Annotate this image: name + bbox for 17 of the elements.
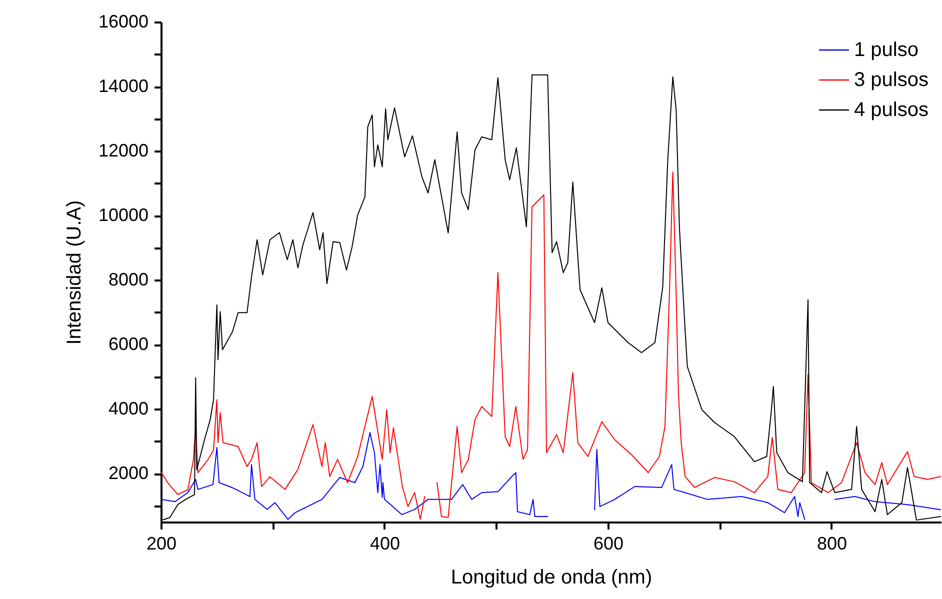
y-tick-label: 8000 xyxy=(108,270,148,290)
x-axis-title: Longitud de onda (nm) xyxy=(450,566,652,588)
x-tick-label: 200 xyxy=(146,534,177,554)
y-tick-label: 4000 xyxy=(108,398,148,419)
y-tick-label: 16000 xyxy=(98,12,148,32)
x-tick-label: 400 xyxy=(370,534,400,554)
y-tick-label: 6000 xyxy=(108,334,148,354)
y-tick-label: 12000 xyxy=(98,140,148,161)
y-tick-label: 14000 xyxy=(98,76,148,96)
y-tick-label: 10000 xyxy=(98,205,148,226)
legend-label: 1 pulso xyxy=(854,39,918,61)
x-tick-label: 800 xyxy=(816,534,848,554)
x-tick-label: 600 xyxy=(593,534,624,554)
y-axis-title: Intensidad (U.A) xyxy=(63,200,86,345)
legend-label: 3 pulsos xyxy=(854,69,928,91)
legend-label: 4 pulsos xyxy=(854,99,928,121)
y-tick-label: 2000 xyxy=(108,463,148,484)
